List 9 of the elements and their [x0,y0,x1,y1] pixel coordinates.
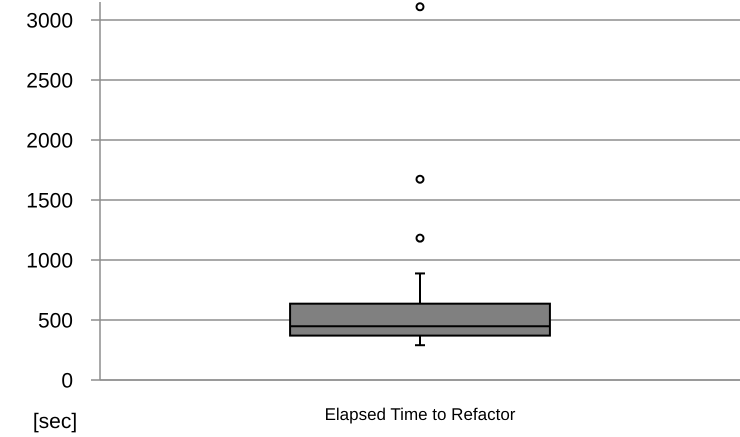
y-axis-title: [sec] [32,410,78,433]
x-tick-label: Elapsed Time to Refactor [324,405,516,424]
y-tick-label: 2500 [26,69,73,92]
y-tick-label: 0 [61,369,73,392]
y-tick-label: 1500 [26,189,73,212]
y-tick-label: 2000 [26,129,73,152]
y-tick-label: 500 [38,309,73,332]
y-tick-label: 3000 [26,9,73,32]
y-tick-label: 1000 [26,249,73,272]
